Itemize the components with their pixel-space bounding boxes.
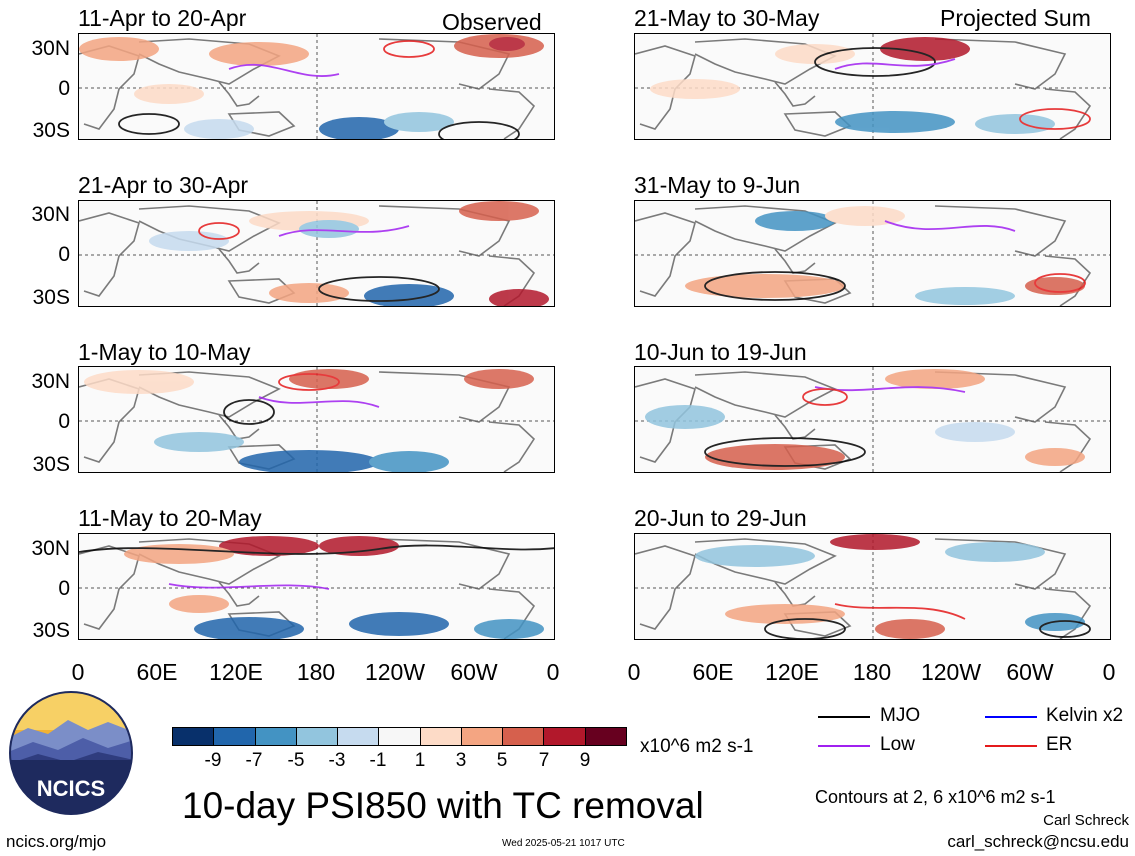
legend-low: Low — [880, 734, 915, 755]
legend-line-er — [985, 745, 1037, 747]
colorbar-swatch — [337, 728, 379, 745]
author: Carl Schreck — [1043, 812, 1129, 829]
map-panel-obs-1 — [78, 33, 555, 140]
map-panel-obs-3 — [78, 366, 555, 473]
logo-text: NCICS — [37, 776, 105, 801]
colorbar-swatch — [213, 728, 255, 745]
map-panel-proj-4 — [634, 533, 1111, 640]
map-panel-proj-2 — [634, 200, 1111, 307]
ylab-30n: 30N — [31, 537, 70, 560]
xlab: 0 — [71, 659, 85, 685]
cbar-label: -3 — [328, 750, 346, 771]
ncics-logo: NCICS — [8, 690, 134, 816]
colorbar-swatch — [378, 728, 420, 745]
colorbar-swatch — [419, 728, 461, 745]
legend-line-low — [818, 745, 870, 747]
map-panel-obs-4 — [78, 533, 555, 640]
map-panel-obs-2 — [78, 200, 555, 307]
ylab-30s: 30S — [32, 453, 70, 476]
main-title: 10-day PSI850 with TC removal — [182, 785, 704, 826]
observed-label: Observed — [442, 9, 542, 35]
xlab: 180 — [852, 659, 892, 685]
cbar-label: -1 — [369, 750, 387, 771]
unit-label: x10^6 m2 s-1 — [640, 736, 754, 757]
legend-line-kelvin — [985, 716, 1037, 718]
colorbar-swatch — [295, 728, 338, 745]
legend-er: ER — [1046, 734, 1073, 755]
cbar-label: -9 — [204, 750, 222, 771]
ylab-30n: 30N — [31, 203, 70, 226]
ylab-0: 0 — [58, 410, 70, 433]
colorbar-swatch — [584, 728, 626, 745]
panel-title-obs-3: 1-May to 10-May — [78, 339, 251, 365]
xlab: 0 — [546, 659, 560, 685]
ylab-30n: 30N — [31, 37, 70, 60]
timestamp: Wed 2025-05-21 1017 UTC — [502, 838, 625, 849]
projected-sum-label: Projected Sum — [940, 5, 1091, 31]
cbar-label: 1 — [414, 750, 426, 771]
xlab: 60E — [692, 659, 734, 685]
panel-title-obs-2: 21-Apr to 30-Apr — [78, 172, 249, 198]
cbar-label: 9 — [579, 750, 591, 771]
xlab: 120W — [920, 659, 982, 685]
colorbar-swatch — [173, 728, 214, 745]
colorbar-swatch — [543, 728, 585, 745]
colorbar-swatch — [502, 728, 544, 745]
email: carl_schreck@ncsu.edu — [947, 832, 1129, 851]
cbar-label: 5 — [496, 750, 508, 771]
colorbar-swatch — [460, 728, 503, 745]
contour-note: Contours at 2, 6 x10^6 m2 s-1 — [815, 787, 1056, 807]
xlab: 0 — [1102, 659, 1116, 685]
xlab: 0 — [627, 659, 641, 685]
xlab: 120W — [364, 659, 426, 685]
panel-title-obs-1: 11-Apr to 20-Apr — [78, 5, 247, 31]
legend-kelvin: Kelvin x2 — [1046, 705, 1124, 726]
xlab: 60W — [1006, 659, 1054, 685]
ylab-0: 0 — [58, 577, 70, 600]
ylab-30s: 30S — [32, 119, 70, 142]
ylab-0: 0 — [58, 243, 70, 266]
panel-title-proj-2: 31-May to 9-Jun — [634, 172, 801, 198]
ylab-0: 0 — [58, 77, 70, 100]
panel-title-proj-1: 21-May to 30-May — [634, 5, 820, 31]
legend-line-mjo — [818, 716, 870, 718]
cbar-label: -5 — [287, 750, 305, 771]
xlab: 60W — [450, 659, 498, 685]
cbar-label: -7 — [245, 750, 263, 771]
xlab: 180 — [296, 659, 336, 685]
colorbar-swatch — [254, 728, 296, 745]
cbar-label: 3 — [455, 750, 467, 771]
xlab: 60E — [136, 659, 178, 685]
xlab: 120E — [765, 659, 819, 685]
site-link[interactable]: ncics.org/mjo — [6, 832, 107, 851]
panel-title-proj-4: 20-Jun to 29-Jun — [634, 505, 807, 531]
ylab-30n: 30N — [31, 370, 70, 393]
colorbar — [172, 727, 627, 746]
xlab: 120E — [209, 659, 263, 685]
cbar-label: 7 — [538, 750, 550, 771]
map-panel-proj-3 — [634, 366, 1111, 473]
ylab-30s: 30S — [32, 619, 70, 642]
panel-title-proj-3: 10-Jun to 19-Jun — [634, 339, 807, 365]
legend-mjo: MJO — [880, 705, 921, 726]
ylab-30s: 30S — [32, 286, 70, 309]
map-panel-proj-1 — [634, 33, 1111, 140]
panel-title-obs-4: 11-May to 20-May — [78, 505, 262, 531]
